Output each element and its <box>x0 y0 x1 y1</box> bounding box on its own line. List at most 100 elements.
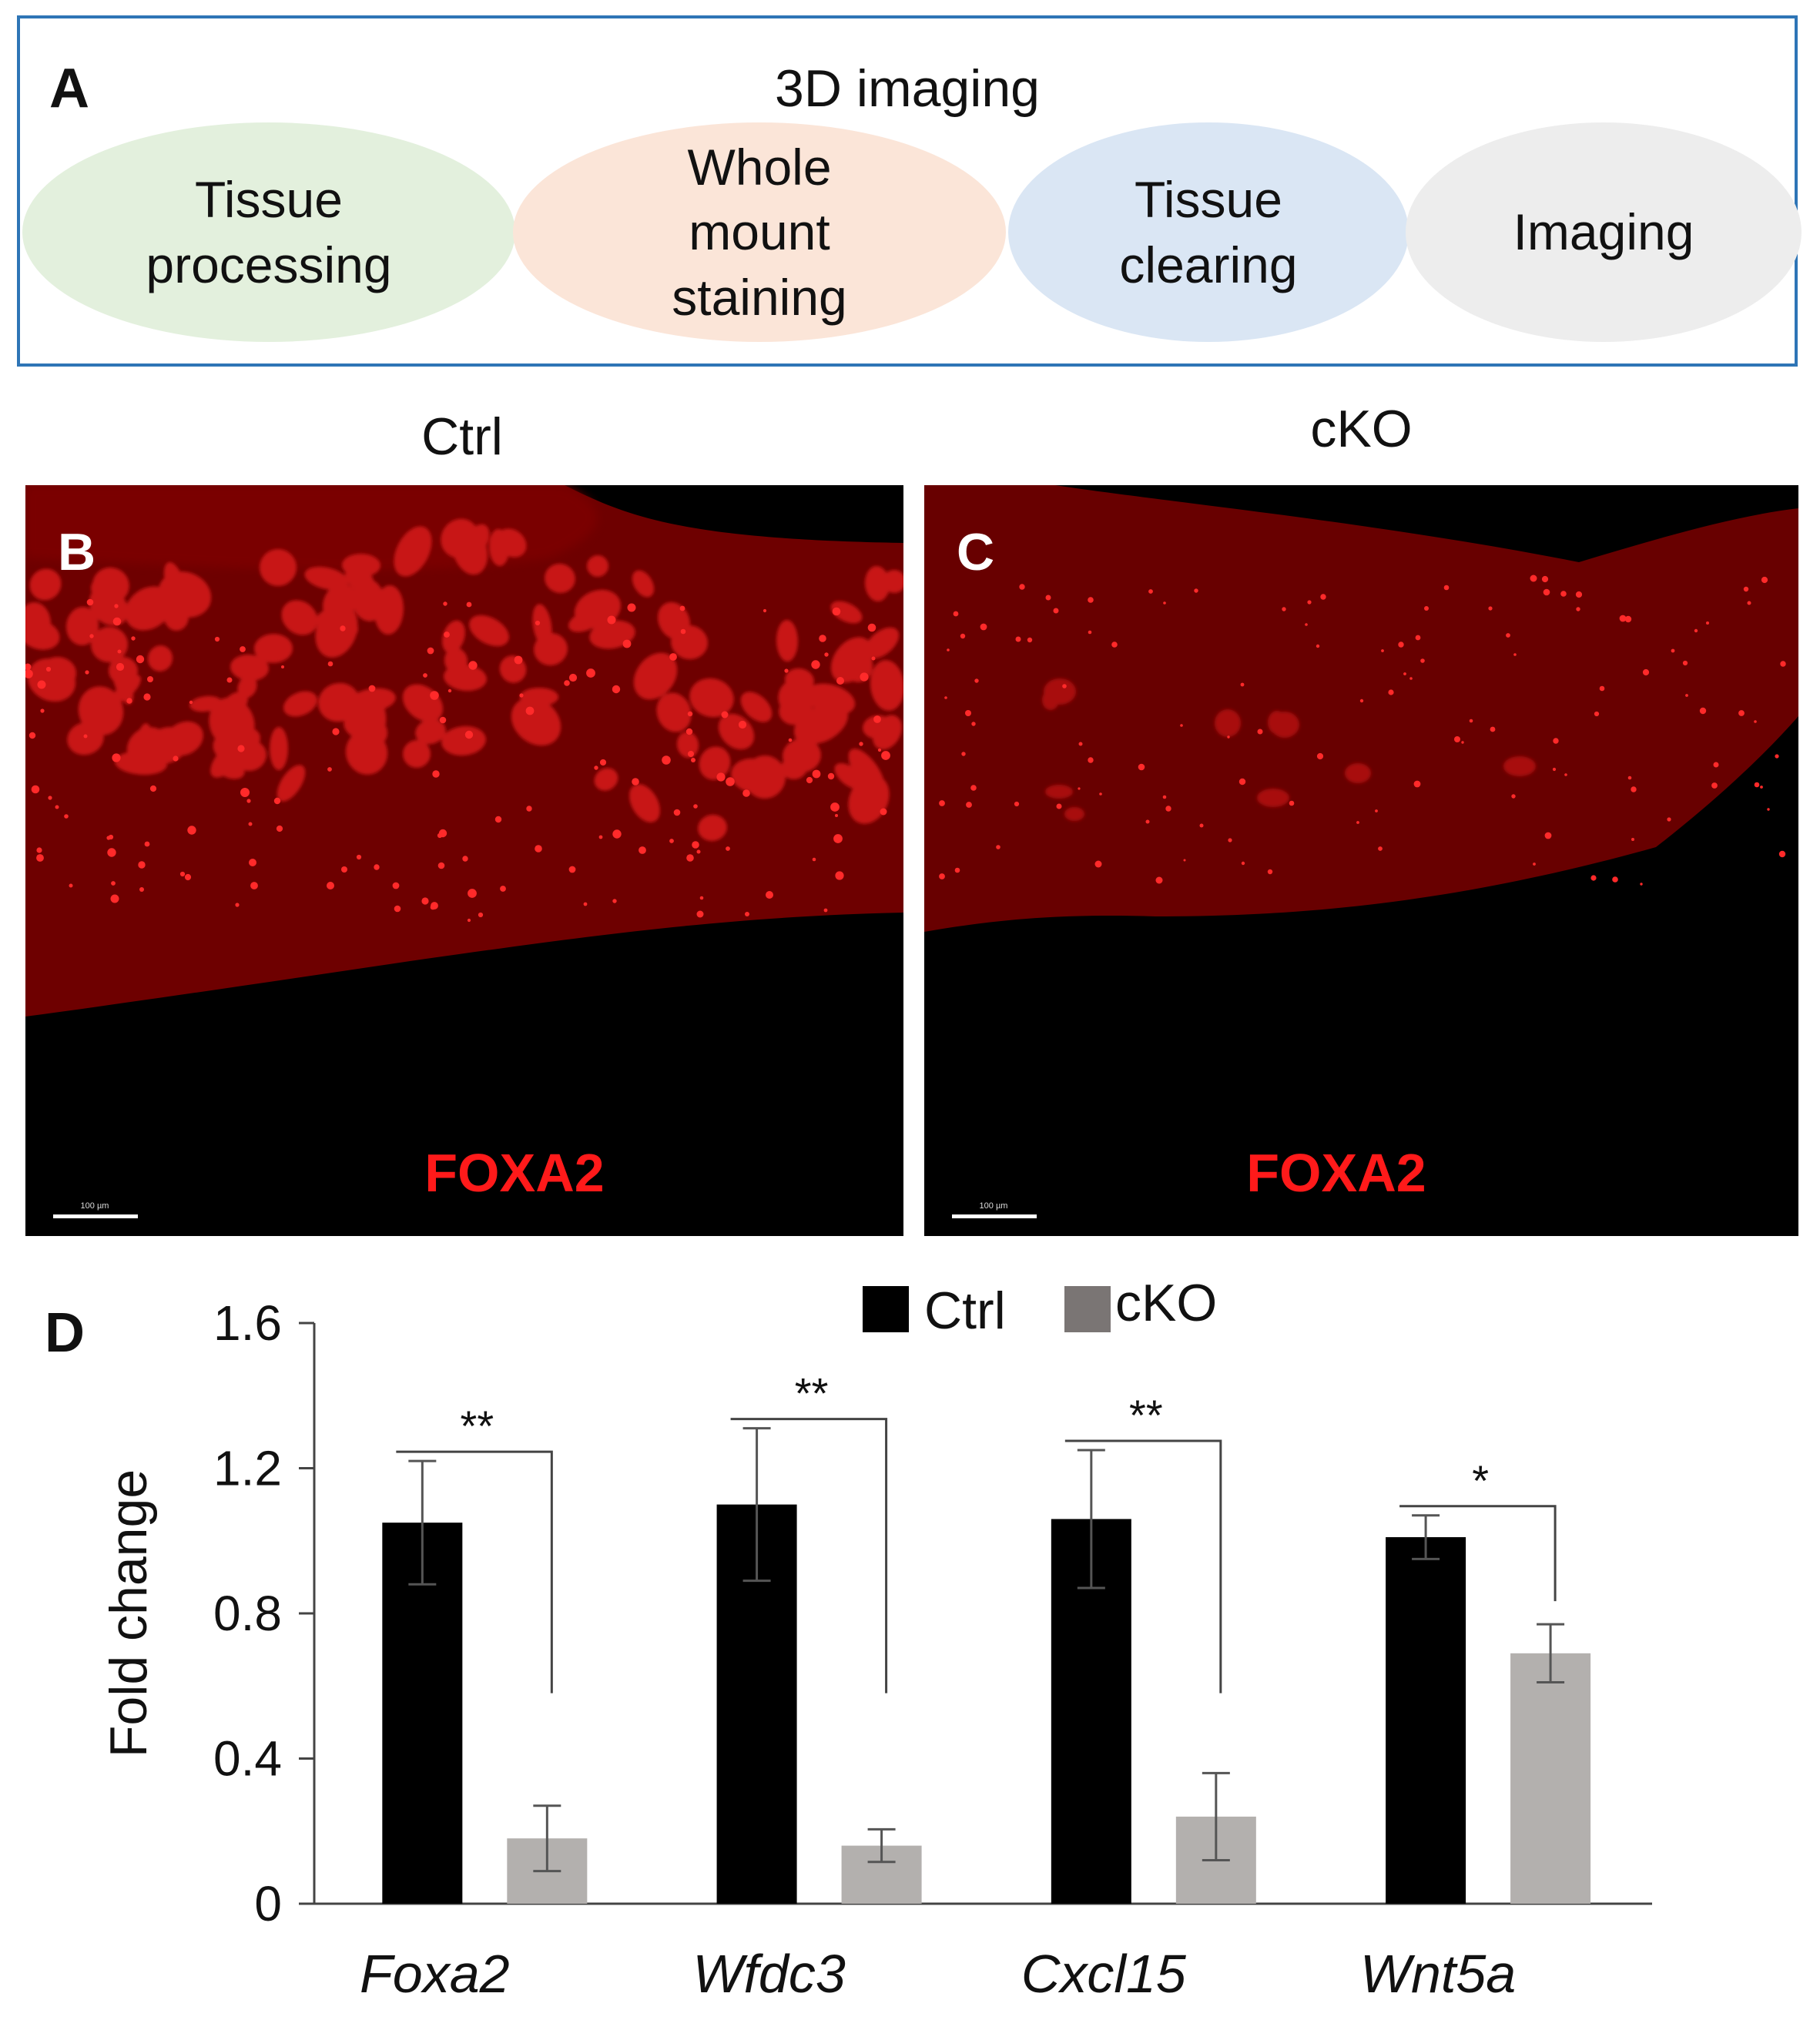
nucleus-mark <box>514 655 523 665</box>
nucleus-mark <box>1062 684 1067 688</box>
nucleus-mark <box>1289 800 1295 806</box>
y-tick-label: 0 <box>254 1876 282 1931</box>
nucleus-mark <box>1761 576 1768 584</box>
nucleus-mark <box>688 751 694 757</box>
nucleus-mark <box>1307 600 1312 605</box>
nucleus-mark <box>179 871 186 877</box>
stain-label-foxa2-cko: FOXA2 <box>1246 1143 1426 1203</box>
nucleus-mark <box>1320 594 1326 600</box>
panel-letter-a: A <box>49 58 89 119</box>
gland-mark <box>511 697 561 746</box>
nucleus-mark <box>1155 876 1163 884</box>
nucleus-mark <box>830 802 840 812</box>
significance-label: ** <box>795 1369 829 1418</box>
gland-mark <box>39 656 76 690</box>
nucleus-mark <box>568 866 576 873</box>
panel-c-micrograph-cko: C FOXA2 100 µm <box>924 485 1798 1236</box>
gland-mark <box>864 566 890 601</box>
nucleus-mark <box>832 607 841 616</box>
nucleus-mark <box>138 861 146 869</box>
nucleus-mark <box>1027 637 1033 643</box>
nucleus-mark <box>564 680 570 686</box>
nucleus-mark <box>673 809 681 816</box>
nucleus-mark <box>1099 792 1102 796</box>
bar-ctrl-foxa2 <box>382 1523 463 1904</box>
nucleus-mark <box>139 887 144 892</box>
panel-letter-b: B <box>58 523 96 581</box>
gland-mark <box>281 600 318 635</box>
nucleus-mark <box>1199 823 1204 828</box>
nucleus-mark <box>812 769 821 779</box>
nucleus-mark <box>1767 808 1770 811</box>
nucleus-mark <box>1162 795 1167 799</box>
nucleus-mark <box>444 631 450 638</box>
significance-label: ** <box>1129 1391 1163 1439</box>
gland-mark <box>283 691 317 717</box>
x-tick-label: Wnt5a <box>1360 1944 1516 2004</box>
nucleus-mark <box>745 912 749 916</box>
nucleus-mark <box>877 748 882 752</box>
nucleus-mark <box>686 854 694 862</box>
nucleus-mark <box>1388 689 1394 695</box>
nucleus-mark <box>36 847 42 853</box>
nucleus-mark <box>1194 588 1198 593</box>
nucleus-mark <box>85 670 89 675</box>
nucleus-mark <box>1461 741 1464 744</box>
nucleus-mark <box>974 678 979 683</box>
gland-mark <box>830 637 873 683</box>
gland-mark <box>394 526 432 577</box>
nucleus-mark <box>1078 742 1083 746</box>
nucleus-mark <box>811 660 820 669</box>
legend-swatch-cko <box>1064 1286 1111 1332</box>
nucleus-mark <box>468 889 477 898</box>
nucleus-mark <box>1685 694 1688 697</box>
nucleus-mark <box>1575 591 1583 598</box>
nucleus-mark <box>443 601 447 606</box>
nucleus-mark <box>447 688 452 693</box>
nucleus-mark <box>421 897 429 905</box>
nucleus-mark <box>881 751 890 760</box>
gland-mark <box>125 586 173 631</box>
nucleus-mark <box>1111 642 1118 648</box>
nucleus-mark <box>149 785 157 792</box>
nucleus-mark <box>691 758 695 762</box>
nucleus-mark <box>240 788 250 797</box>
nucleus-mark <box>1506 633 1510 638</box>
step-whole-mount-staining: Whole mount staining <box>513 122 1006 342</box>
nucleus-mark <box>327 767 332 772</box>
nucleus-mark <box>1145 819 1150 824</box>
nucleus-mark <box>1424 606 1429 611</box>
nucleus-mark <box>960 633 966 639</box>
gland-mark <box>545 563 575 594</box>
gland-mark <box>220 728 260 760</box>
nucleus-mark <box>1094 860 1102 868</box>
nucleus-mark <box>1594 711 1600 717</box>
nucleus-mark <box>639 846 646 854</box>
gland-mark <box>442 620 465 654</box>
nucleus-mark <box>89 634 94 638</box>
nucleus-mark <box>721 711 729 719</box>
nucleus-mark <box>1488 606 1493 611</box>
gland-mark <box>29 568 62 601</box>
nucleus-mark <box>281 665 284 668</box>
gland-mark <box>237 675 257 698</box>
nucleus-mark <box>1612 876 1618 883</box>
nucleus-mark <box>117 649 122 654</box>
nucleus-mark <box>36 854 44 862</box>
nucleus-mark <box>966 802 972 808</box>
nucleus-mark <box>462 856 468 862</box>
nucleus-mark <box>494 816 502 823</box>
nucleus-mark <box>535 845 542 853</box>
panel-b-micrograph-ctrl: B FOXA2 100 µm <box>25 485 903 1236</box>
nucleus-mark <box>1014 801 1020 807</box>
nucleus-mark <box>726 777 735 786</box>
legend-label-cko: cKO <box>1115 1274 1217 1332</box>
nucleus-mark <box>28 732 36 739</box>
nucleus-mark <box>692 841 699 849</box>
nucleus-mark <box>467 918 471 923</box>
nucleus-mark <box>823 908 828 913</box>
significance-label: * <box>1472 1456 1489 1505</box>
gland-mark <box>1503 756 1536 776</box>
condition-label-cko: cKO <box>1310 400 1413 458</box>
